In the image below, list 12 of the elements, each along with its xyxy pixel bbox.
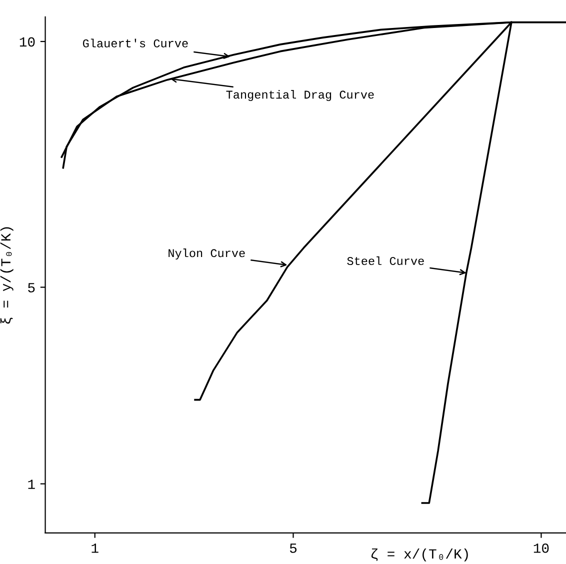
x-tick-label: 5	[290, 544, 297, 553]
y-tick-label: 10	[20, 37, 35, 47]
x-axis-title: ζ = x/(T₀/K)	[371, 548, 468, 562]
annotation: Glauert's Curve	[82, 38, 188, 48]
y-tick-label: 5	[28, 283, 35, 292]
annotation: Nylon Curve	[168, 248, 245, 260]
annotation: Steel Curve	[347, 256, 424, 266]
y-tick-label: 1	[28, 480, 35, 489]
x-tick-label: 10	[534, 543, 549, 553]
y-axis-title: ξ = y/(T₀/K)	[0, 227, 14, 324]
annotation: Tangential Drag Curve	[226, 90, 374, 102]
x-tick-label: 1	[92, 544, 98, 553]
